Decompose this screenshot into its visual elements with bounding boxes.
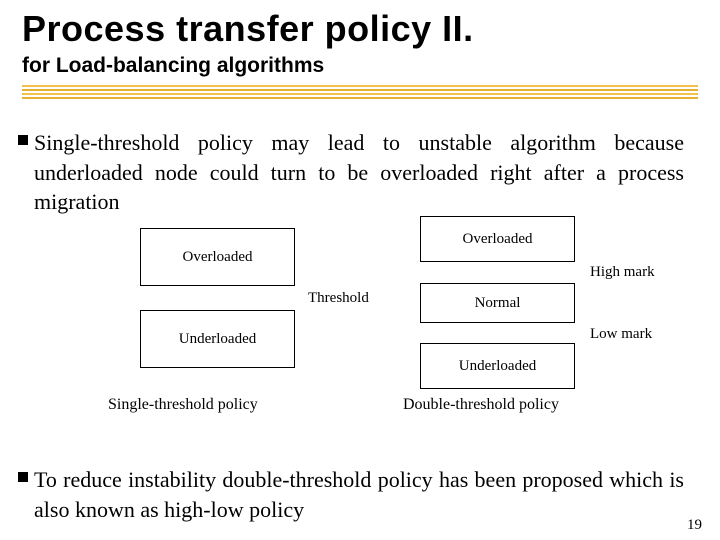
double-normal-box: Normal	[420, 283, 575, 323]
slide-subtitle: for Load-balancing algorithms	[22, 54, 324, 78]
bullet-1-text: Single-threshold policy may lead to unst…	[34, 130, 684, 214]
bullet-2: To reduce instability double-threshold p…	[34, 465, 684, 524]
threshold-diagram: Overloaded Threshold Underloaded Single-…	[0, 228, 720, 448]
double-underloaded-box: Underloaded	[420, 343, 575, 389]
high-mark-label: High mark	[590, 264, 655, 281]
title-underline	[22, 85, 698, 103]
single-caption: Single-threshold policy	[108, 396, 258, 414]
double-overloaded-box: Overloaded	[420, 216, 575, 262]
low-mark-label: Low mark	[590, 326, 652, 343]
single-underloaded-box: Underloaded	[140, 310, 295, 368]
single-underloaded-label: Underloaded	[141, 331, 294, 348]
threshold-label: Threshold	[308, 290, 369, 307]
double-underloaded-label: Underloaded	[421, 358, 574, 375]
bullet-marker-icon	[18, 135, 28, 145]
slide: Process transfer policy II. for Load-bal…	[0, 0, 720, 540]
double-overloaded-label: Overloaded	[421, 231, 574, 248]
bullet-1: Single-threshold policy may lead to unst…	[34, 128, 684, 217]
bullet-marker-icon	[18, 472, 28, 482]
double-caption: Double-threshold policy	[403, 396, 559, 414]
single-overloaded-label: Overloaded	[141, 249, 294, 266]
single-overloaded-box: Overloaded	[140, 228, 295, 286]
slide-title: Process transfer policy II.	[22, 8, 474, 50]
bullet-2-text: To reduce instability double-threshold p…	[34, 467, 684, 522]
page-number: 19	[687, 517, 702, 534]
double-normal-label: Normal	[421, 295, 574, 312]
